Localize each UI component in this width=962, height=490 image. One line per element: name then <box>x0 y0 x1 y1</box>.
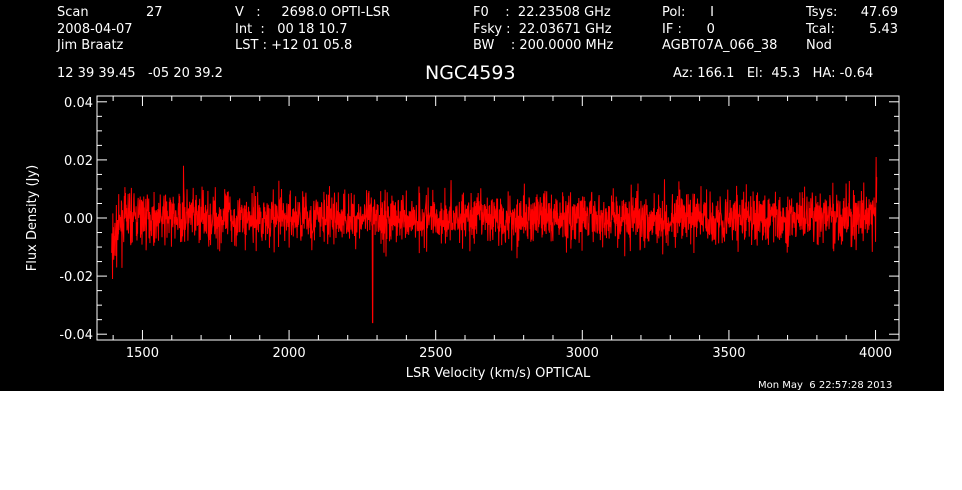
plot-timestamp: Mon May 6 22:57:28 2013 <box>758 380 893 391</box>
y-tick-labels: -0.04 -0.02 0.00 0.02 0.04 <box>59 96 93 343</box>
velocity-info: V : 2698.0 OPTI-LSR <box>235 5 391 20</box>
lst-info: LST : +12 01 05.8 <box>235 38 353 53</box>
y-tick-label: -0.02 <box>59 270 93 285</box>
x-tick-label: 3500 <box>712 346 745 361</box>
spectrum-chart: 1500 2000 2500 3000 3500 4000 -0.04 -0.02 0.00 0… <box>25 95 900 381</box>
tcal-value: 5.43 <box>869 22 898 37</box>
rest-frequency: F0 : 22.23508 GHz <box>473 5 611 20</box>
x-axis-title: LSR Velocity (km/s) OPTICAL <box>406 366 591 381</box>
observing-mode: Nod <box>806 38 832 53</box>
project-id: AGBT07A_066_38 <box>662 38 778 53</box>
x-tick-label: 1500 <box>126 346 159 361</box>
plot-panel: Scan 27 2008-04-07 Jim Braatz V : 2698.0… <box>0 0 944 391</box>
sky-frequency: Fsky : 22.03671 GHz <box>473 22 612 37</box>
polarization: Pol: I <box>662 5 714 20</box>
x-tick-label: 3000 <box>566 346 599 361</box>
x-tick-label: 2500 <box>419 346 452 361</box>
scan-number: 27 <box>146 5 163 20</box>
scan-label: Scan <box>57 5 89 20</box>
az-el-ha: Az: 166.1 El: 45.3 HA: -0.64 <box>673 66 874 81</box>
x-tick-label: 4000 <box>859 346 892 361</box>
spectrum-trace-group <box>111 156 878 324</box>
target-name: NGC4593 <box>425 62 516 84</box>
if-number: IF : 0 <box>662 22 715 37</box>
y-axis-title: Flux Density (Jy) <box>25 165 40 271</box>
x-tick-label: 2000 <box>273 346 306 361</box>
bandwidth: BW : 200.0000 MHz <box>473 38 614 53</box>
y-tick-label: -0.04 <box>59 328 93 343</box>
axis-ticks <box>97 96 899 340</box>
tcal-label: Tcal: <box>806 22 835 37</box>
y-tick-label: 0.02 <box>64 154 93 169</box>
source-coordinates: 12 39 39.45 -05 20 39.2 <box>57 66 223 81</box>
observer-name: Jim Braatz <box>57 38 124 53</box>
integration-time: Int : 00 18 10.7 <box>235 22 348 37</box>
tsys-label: Tsys: <box>806 5 838 20</box>
y-tick-label: 0.00 <box>64 212 93 227</box>
x-tick-labels: 1500 2000 2500 3000 3500 4000 <box>126 346 892 361</box>
y-tick-label: 0.04 <box>64 96 93 111</box>
tsys-value: 47.69 <box>860 5 898 20</box>
spectrum-trace <box>111 156 878 324</box>
observation-date: 2008-04-07 <box>57 22 133 37</box>
